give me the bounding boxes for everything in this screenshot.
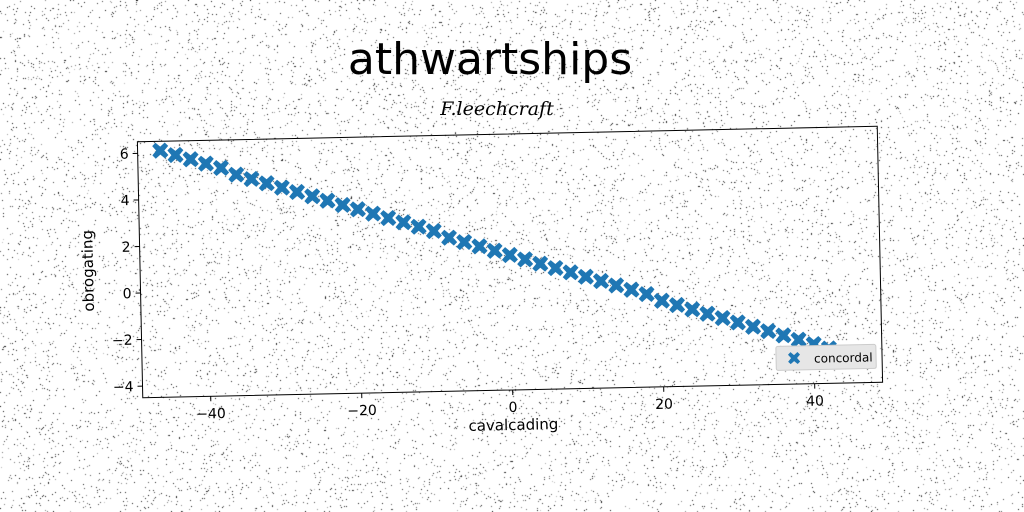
x-tick-label: −20 bbox=[347, 403, 377, 420]
y-tick-label: −4 bbox=[113, 379, 134, 395]
data-point bbox=[364, 205, 382, 222]
data-point bbox=[532, 255, 549, 272]
legend-marker-x bbox=[788, 351, 801, 365]
data-point bbox=[775, 327, 792, 344]
y-tick-label: 6 bbox=[120, 147, 129, 163]
data-point bbox=[395, 214, 412, 231]
data-point bbox=[380, 209, 397, 227]
data-point bbox=[714, 309, 731, 327]
x-tick-label: 40 bbox=[806, 393, 824, 409]
data-point bbox=[638, 285, 655, 303]
chart-subtitle: F.leechcraft bbox=[439, 98, 554, 120]
data-point bbox=[319, 192, 336, 209]
x-tick-label: 20 bbox=[655, 397, 673, 413]
y-tick-label: 0 bbox=[123, 286, 132, 302]
data-point bbox=[440, 229, 458, 246]
legend: concordal bbox=[775, 343, 877, 371]
data-point bbox=[653, 292, 670, 309]
data-point bbox=[699, 305, 716, 322]
data-point bbox=[684, 301, 701, 318]
x-axis-label: cavalcading bbox=[468, 415, 558, 435]
y-tick-label: 4 bbox=[121, 193, 130, 209]
data-point bbox=[471, 238, 488, 255]
data-point bbox=[334, 196, 351, 214]
data-point bbox=[456, 233, 473, 251]
data-point bbox=[744, 318, 762, 335]
data-point bbox=[562, 264, 579, 281]
data-point bbox=[243, 170, 260, 188]
data-point bbox=[623, 281, 640, 298]
legend-marker bbox=[788, 351, 801, 365]
data-point bbox=[608, 277, 625, 294]
data-point bbox=[501, 246, 518, 264]
data-point bbox=[304, 188, 321, 205]
data-point bbox=[197, 155, 214, 172]
data-point bbox=[592, 272, 610, 290]
legend-box bbox=[775, 343, 877, 371]
data-point bbox=[273, 179, 290, 196]
y-axis: −4 −2 0 2 4 6 bbox=[112, 147, 143, 396]
data-point bbox=[516, 251, 534, 268]
data-point bbox=[577, 268, 594, 285]
data-points bbox=[152, 142, 838, 357]
y-tick-label: 2 bbox=[122, 240, 131, 256]
data-point bbox=[228, 166, 245, 183]
data-point bbox=[167, 146, 184, 164]
chart-title: athwartships bbox=[348, 34, 632, 85]
data-point bbox=[790, 331, 807, 348]
data-point bbox=[729, 314, 746, 331]
data-point bbox=[212, 159, 230, 177]
x-axis: −40 −20 0 20 40 bbox=[196, 383, 824, 423]
plot-area bbox=[136, 125, 884, 399]
data-point bbox=[425, 222, 442, 240]
data-point bbox=[182, 151, 199, 168]
data-point bbox=[349, 201, 366, 218]
legend-label: concordal bbox=[814, 350, 873, 365]
data-point bbox=[152, 142, 169, 159]
y-axis-label: obrogating bbox=[78, 230, 98, 312]
x-tick-label: −40 bbox=[196, 406, 226, 423]
x-tick-label: 0 bbox=[508, 400, 517, 416]
data-point bbox=[760, 323, 777, 340]
data-point bbox=[668, 296, 686, 314]
data-point bbox=[258, 175, 275, 192]
y-tick-label: −2 bbox=[112, 333, 133, 349]
data-point bbox=[547, 259, 564, 277]
data-point bbox=[288, 183, 306, 201]
data-point bbox=[486, 242, 503, 259]
data-point bbox=[410, 218, 427, 235]
